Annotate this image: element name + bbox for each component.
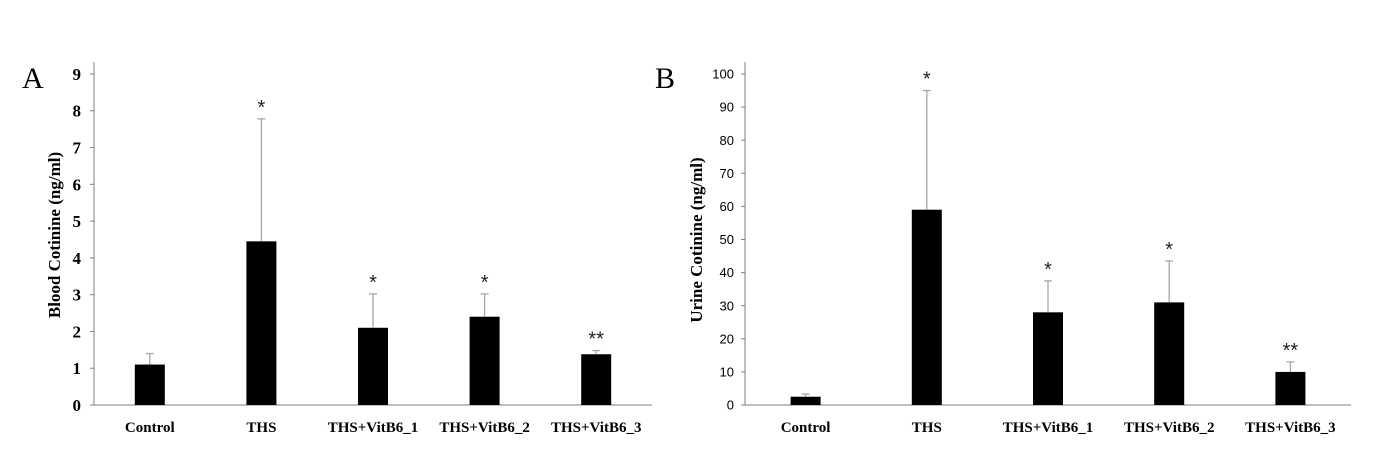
panel-b-y-tick-label: 50: [720, 232, 734, 247]
panel-a-x-tick-label: THS+VitB6_3: [551, 420, 642, 436]
panel-a-y-tick-label: 8: [73, 102, 82, 121]
panel-b-y-tick-label: 0: [727, 398, 734, 413]
panel-b-significance-marker: *: [923, 69, 931, 91]
panel-b-x-tick-label: THS: [912, 420, 942, 436]
panel-a-bar: [246, 241, 277, 405]
panel-a-y-tick-label: 0: [73, 396, 82, 415]
panel-a-y-tick-label: 2: [73, 322, 82, 341]
panel-b-bar: [1154, 302, 1185, 405]
panel-a-x-tick-label: Control: [125, 420, 175, 436]
panel-b-bar: [911, 209, 942, 405]
panel-a-y-tick-label: 5: [73, 212, 82, 231]
panel-b-y-tick-label: 100: [712, 67, 734, 82]
panel-b-significance-marker: **: [1283, 340, 1299, 362]
panel-a-x-tick-label: THS+VitB6_2: [439, 420, 530, 436]
panel-a-significance-marker: *: [369, 272, 377, 294]
panel-b-y-tick-label: 30: [720, 298, 734, 313]
panel-b-y-tick-label: 60: [720, 199, 734, 214]
panel-a-y-tick-label: 9: [73, 65, 82, 84]
panel-b-y-tick-label: 20: [720, 331, 734, 346]
panel-b-bar: [790, 396, 821, 405]
panel-b-chart: B Urine Cotinine (ng/ml) 0 10 20 30 40 50 60 70…: [655, 62, 1351, 436]
panel-a-x-tick-label: THS+VitB6_1: [328, 420, 419, 436]
panel-b-significance-marker: *: [1044, 259, 1052, 281]
panel-b-significance-marker: *: [1165, 239, 1173, 261]
panel-a-y-tick-label: 7: [73, 139, 82, 158]
panel-b-letter: B: [655, 62, 675, 95]
panel-a-letter: A: [22, 62, 44, 95]
panel-a-significance-marker: *: [258, 97, 266, 119]
panel-a-bar: [358, 327, 388, 405]
panel-a-chart: A Blood Cotinine (ng/ml) 0 1 2 3 4 5 6 7 8 9 Contr…: [22, 62, 652, 436]
panel-a-bar: [581, 354, 612, 405]
panel-b-y-tick-label: 90: [720, 100, 734, 115]
panel-a-significance-marker: *: [481, 272, 489, 294]
panel-b-x-tick-label: THS+VitB6_2: [1124, 420, 1215, 436]
panel-b-y-tick-label: 70: [720, 166, 734, 181]
panel-b-y-tick-label: 80: [720, 133, 734, 148]
panel-b-y-tick-label: 10: [720, 364, 734, 379]
panel-a-significance-marker: **: [588, 329, 604, 351]
panel-b-x-tick-label: THS+VitB6_1: [1003, 420, 1094, 436]
panel-a-y-axis-label: Blood Cotinine (ng/ml): [45, 152, 64, 318]
panel-a-y-tick-label: 3: [73, 286, 82, 305]
panel-b-bar: [1275, 371, 1306, 405]
panel-b-y-axis-label: Urine Cotinine (ng/ml): [687, 157, 706, 322]
panel-a-bar: [134, 364, 165, 405]
panel-a-bar: [469, 316, 500, 405]
panel-a-y-tick-label: 6: [73, 175, 82, 194]
panel-b-bar: [1033, 312, 1063, 405]
panel-b-y-tick-label: 40: [720, 265, 734, 280]
panel-b-x-tick-label: Control: [781, 420, 831, 436]
panel-b-x-tick-label: THS+VitB6_3: [1245, 420, 1336, 436]
panel-a-x-tick-label: THS: [246, 420, 276, 436]
panel-a-y-tick-label: 1: [73, 359, 82, 378]
panel-a-y-tick-label: 4: [73, 249, 82, 268]
